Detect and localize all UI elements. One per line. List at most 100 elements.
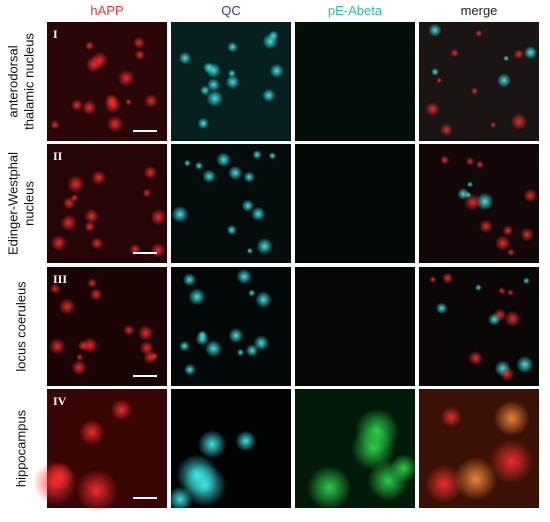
signal	[195, 332, 209, 346]
signal	[475, 160, 485, 169]
signal	[84, 208, 99, 224]
signal	[89, 287, 103, 301]
signal	[206, 89, 224, 107]
signal	[150, 208, 167, 226]
row-label: hippocampus	[13, 409, 28, 487]
signal	[200, 85, 211, 96]
signal	[144, 94, 158, 108]
signal	[137, 324, 154, 342]
signal	[516, 355, 534, 374]
signal	[440, 123, 453, 137]
signal	[194, 161, 204, 170]
signal	[90, 237, 104, 250]
signal	[188, 288, 206, 306]
signal	[90, 51, 109, 69]
signal	[523, 188, 538, 203]
signal	[150, 242, 166, 258]
signal	[205, 62, 222, 79]
signal	[183, 463, 227, 507]
signal	[354, 408, 400, 453]
signal	[475, 29, 483, 38]
signal	[465, 157, 475, 166]
signal	[502, 225, 514, 237]
signal	[441, 272, 454, 284]
signal	[436, 77, 443, 84]
signal	[76, 353, 84, 361]
signal	[178, 51, 192, 65]
signal	[261, 88, 276, 103]
signal	[84, 221, 96, 233]
panel-numeral: IV	[53, 394, 67, 408]
signal	[45, 461, 75, 491]
signal	[428, 23, 442, 37]
signal	[79, 419, 105, 446]
signal	[104, 96, 122, 114]
signal	[60, 214, 77, 232]
signal	[479, 219, 494, 234]
signal	[84, 40, 95, 51]
signal	[493, 400, 530, 437]
signal	[389, 454, 418, 483]
signal	[117, 69, 135, 87]
panel-numeral: II	[53, 149, 63, 163]
micrograph-panel	[295, 267, 415, 386]
signal	[248, 289, 256, 297]
signal	[71, 359, 88, 376]
row-label: thalamic nucleus	[21, 33, 36, 130]
signal	[202, 169, 217, 184]
signal	[250, 206, 266, 222]
signal	[468, 350, 484, 366]
signal	[183, 363, 196, 376]
signal	[123, 324, 135, 336]
signal	[307, 465, 352, 510]
signal	[49, 283, 61, 294]
signal	[226, 224, 237, 236]
signal	[504, 310, 521, 327]
row-label: locus coeruleus	[13, 281, 28, 372]
micrograph-panel	[47, 22, 167, 141]
signal	[498, 287, 506, 295]
signal	[228, 327, 244, 344]
signal	[425, 102, 440, 117]
signal	[132, 36, 146, 49]
signal	[463, 193, 482, 211]
signal	[513, 48, 524, 60]
signal	[236, 348, 245, 357]
signal	[236, 268, 253, 285]
signal	[75, 469, 118, 512]
panel-numeral: I	[53, 27, 58, 41]
signal	[70, 194, 79, 203]
row-label: Edinger-Westphal	[5, 152, 20, 255]
signal	[125, 98, 132, 106]
signal	[197, 117, 210, 130]
signal	[435, 302, 448, 315]
signal	[50, 234, 68, 252]
signal	[522, 277, 530, 285]
signal	[246, 247, 253, 254]
signal	[183, 159, 191, 167]
signal	[503, 55, 510, 62]
signal	[253, 335, 270, 351]
signal	[87, 278, 98, 289]
signal	[523, 45, 538, 60]
signal	[142, 188, 152, 198]
signal	[262, 33, 279, 50]
signal	[494, 235, 511, 252]
signal	[487, 313, 501, 326]
signal	[489, 439, 534, 484]
signal	[66, 175, 85, 194]
column-header: merge	[461, 3, 498, 18]
signal	[429, 276, 437, 284]
signal	[256, 237, 274, 255]
signal	[424, 464, 464, 504]
signal	[490, 121, 497, 129]
signal	[171, 205, 189, 223]
signal	[268, 151, 277, 160]
signal	[182, 272, 197, 287]
signal	[81, 99, 97, 115]
signal	[134, 49, 146, 61]
signal	[496, 73, 512, 88]
row-label: nucleus	[21, 181, 36, 226]
signal	[243, 171, 255, 183]
